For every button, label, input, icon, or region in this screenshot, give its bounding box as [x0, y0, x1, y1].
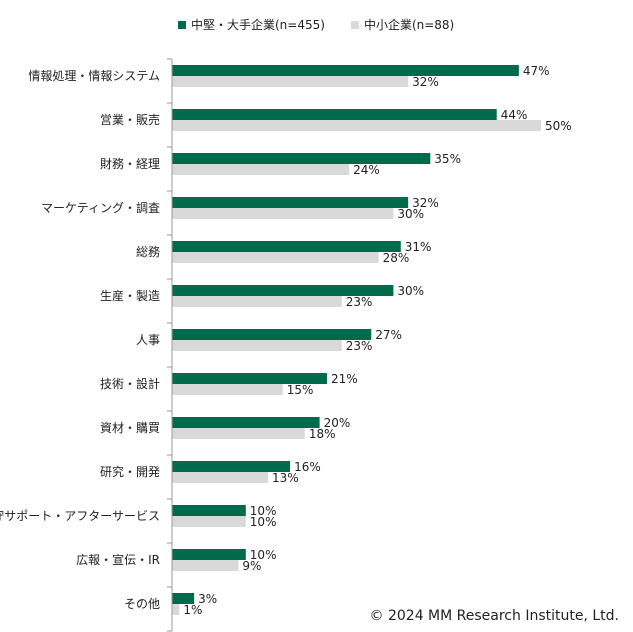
data-label: 16%: [294, 460, 321, 474]
data-label: 15%: [287, 383, 314, 397]
data-label: 13%: [272, 471, 299, 485]
data-label: 3%: [198, 592, 217, 606]
bar-small-companies: [172, 604, 180, 615]
legend-item-series-1: 中堅・大手企業(n=455): [178, 16, 325, 33]
data-label: 10%: [250, 548, 277, 562]
bar-large-mid-companies: [172, 241, 401, 252]
copyright-notice: © 2024 MM Research Institute, Ltd.: [369, 608, 619, 624]
bar-large-mid-companies: [172, 373, 327, 384]
bar-large-mid-companies: [172, 109, 497, 120]
category-label: 財務・経理: [100, 156, 160, 171]
bar-large-mid-companies: [172, 593, 195, 604]
data-label: 10%: [250, 515, 277, 529]
category-label: 総務: [136, 245, 160, 259]
bar-large-mid-companies: [172, 197, 409, 208]
category-label: 資材・購買: [100, 421, 160, 435]
category-label: 人事: [136, 333, 160, 347]
bar-small-companies: [172, 164, 350, 175]
bar-large-mid-companies: [172, 549, 246, 560]
chart-legend: 中堅・大手企業(n=455) 中小企業(n=88): [178, 16, 454, 33]
category-label: 広報・宣伝・IR: [76, 552, 160, 567]
legend-item-series-2: 中小企業(n=88): [350, 16, 455, 33]
bar-small-companies: [172, 340, 342, 351]
category-label: その他: [124, 597, 160, 611]
bar-large-mid-companies: [172, 153, 431, 164]
data-label: 23%: [346, 339, 373, 353]
bar-small-companies: [172, 208, 394, 219]
data-label: 31%: [405, 240, 432, 254]
bar-small-companies: [172, 296, 342, 307]
data-label: 24%: [353, 163, 380, 177]
data-label: 35%: [434, 152, 461, 166]
legend-swatch-series-1: [178, 20, 186, 29]
bar-small-companies: [172, 120, 541, 131]
data-label: 18%: [309, 427, 336, 441]
category-label: 営業・販売: [100, 112, 160, 127]
bar-small-companies: [172, 472, 268, 483]
data-label: 50%: [545, 119, 572, 133]
category-label: 保守サポート・アフターサービス: [0, 509, 160, 523]
data-label: 30%: [397, 207, 424, 221]
data-label: 28%: [383, 251, 410, 265]
data-label: 1%: [183, 603, 202, 617]
legend-label-series-2: 中小企業(n=88): [363, 18, 455, 32]
category-label: 研究・開発: [100, 464, 160, 479]
data-label: 9%: [242, 559, 261, 573]
bar-small-companies: [172, 560, 239, 571]
data-label: 10%: [250, 504, 277, 518]
legend-swatch-series-2: [350, 20, 359, 29]
data-label: 32%: [412, 196, 439, 210]
data-label: 44%: [501, 108, 528, 122]
category-label: 情報処理・情報システム: [28, 69, 160, 83]
data-label: 23%: [346, 295, 373, 309]
data-label: 21%: [331, 372, 358, 386]
data-label: 47%: [523, 64, 550, 78]
bar-small-companies: [172, 384, 283, 395]
category-label: 技術・設計: [100, 376, 160, 391]
data-label: 27%: [375, 328, 402, 342]
bar-small-companies: [172, 76, 409, 87]
bar-large-mid-companies: [172, 505, 246, 516]
bar-large-mid-companies: [172, 329, 372, 340]
legend-label-series-1: 中堅・大手企業(n=455): [191, 18, 325, 32]
data-label: 32%: [412, 75, 439, 89]
bar-small-companies: [172, 252, 379, 263]
bar-small-companies: [172, 428, 305, 439]
bar-large-mid-companies: [172, 417, 320, 428]
category-label: マーケティング・調査: [41, 201, 160, 215]
data-label: 20%: [324, 416, 351, 430]
category-label: 生産・製造: [100, 288, 160, 303]
data-label: 30%: [397, 284, 424, 298]
bar-large-mid-companies: [172, 285, 394, 296]
bar-small-companies: [172, 516, 246, 527]
bar-large-mid-companies: [172, 461, 291, 472]
bar-large-mid-companies: [172, 65, 519, 76]
